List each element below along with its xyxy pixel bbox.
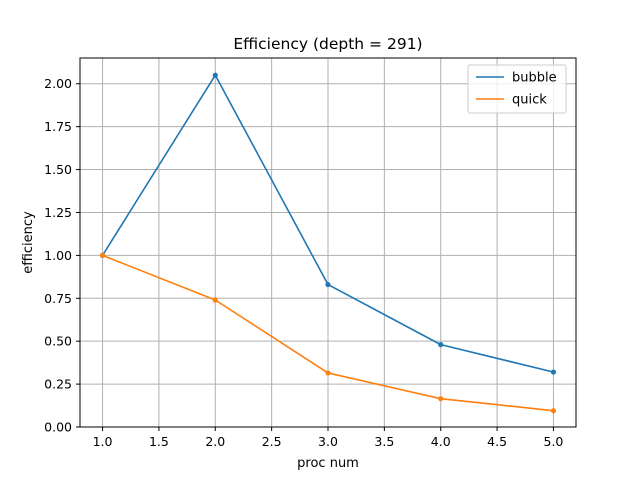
y-axis-label: efficiency bbox=[21, 211, 36, 274]
y-tick-label-5: 1.25 bbox=[44, 205, 72, 220]
legend-items: bubble quick bbox=[476, 71, 557, 108]
y-tick-label-3: 0.75 bbox=[44, 291, 72, 306]
x-tick-label-6: 4.0 bbox=[431, 434, 451, 449]
series-lines bbox=[99, 72, 557, 414]
data-point-bubble-1 bbox=[212, 72, 218, 78]
x-tick-label-4: 3.0 bbox=[318, 434, 338, 449]
data-point-bubble-2 bbox=[325, 281, 331, 288]
y-axis-ticks: 0.00 0.25 0.50 0.75 1.00 1.25 1.50 1.75 2.00 bbox=[44, 76, 80, 435]
x-tick-label-7: 4.5 bbox=[487, 434, 507, 449]
chart-title: Efficiency (depth = 291) bbox=[233, 35, 422, 53]
data-point-quick-0 bbox=[99, 252, 106, 258]
data-point-bubble-3 bbox=[438, 342, 444, 348]
y-tick-label-8: 2.00 bbox=[44, 76, 72, 91]
data-point-quick-1 bbox=[212, 297, 218, 303]
legend-label-bubble: bubble bbox=[512, 71, 557, 86]
x-tick-label-0: 1.0 bbox=[93, 434, 113, 449]
data-point-quick-2 bbox=[325, 370, 331, 376]
y-tick-label-4: 1.00 bbox=[44, 248, 72, 263]
legend-label-quick: quick bbox=[512, 93, 547, 108]
legend: bubble quick bbox=[467, 64, 567, 114]
x-tick-label-3: 2.5 bbox=[262, 434, 282, 449]
data-point-bubble-4 bbox=[550, 369, 557, 375]
y-tick-label-0: 0.00 bbox=[44, 420, 72, 435]
x-axis-ticks: 1.0 1.5 2.0 2.5 3.0 3.5 4.0 4.5 5.0 bbox=[93, 427, 564, 449]
x-axis-label: proc num bbox=[297, 456, 359, 471]
data-point-quick-3 bbox=[438, 396, 444, 402]
x-tick-label-5: 3.5 bbox=[374, 434, 394, 449]
y-tick-label-2: 0.50 bbox=[44, 334, 72, 349]
data-point-quick-4 bbox=[550, 408, 557, 414]
y-tick-label-7: 1.75 bbox=[44, 119, 72, 134]
x-tick-label-1: 1.5 bbox=[149, 434, 169, 449]
x-tick-label-8: 5.0 bbox=[544, 434, 564, 449]
y-tick-label-6: 1.50 bbox=[44, 162, 72, 177]
x-tick-label-2: 2.0 bbox=[205, 434, 225, 449]
y-tick-label-1: 0.25 bbox=[44, 377, 72, 392]
